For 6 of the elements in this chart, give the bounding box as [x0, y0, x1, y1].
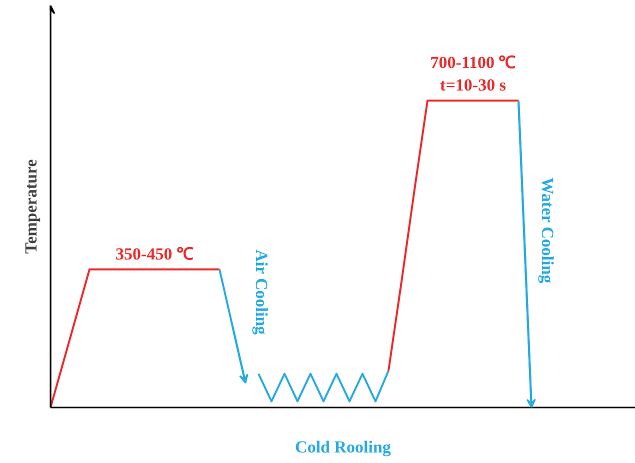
text: Air Cooling	[252, 249, 271, 336]
text: Water Cooling	[538, 177, 557, 284]
y-axis-title: Temperature	[22, 158, 40, 254]
x-axis-title: Cold Rooling	[295, 438, 392, 456]
series-label: 350-450 ℃	[116, 244, 194, 264]
series-label: 700-1100 ℃ t=10-30 s	[430, 52, 516, 95]
